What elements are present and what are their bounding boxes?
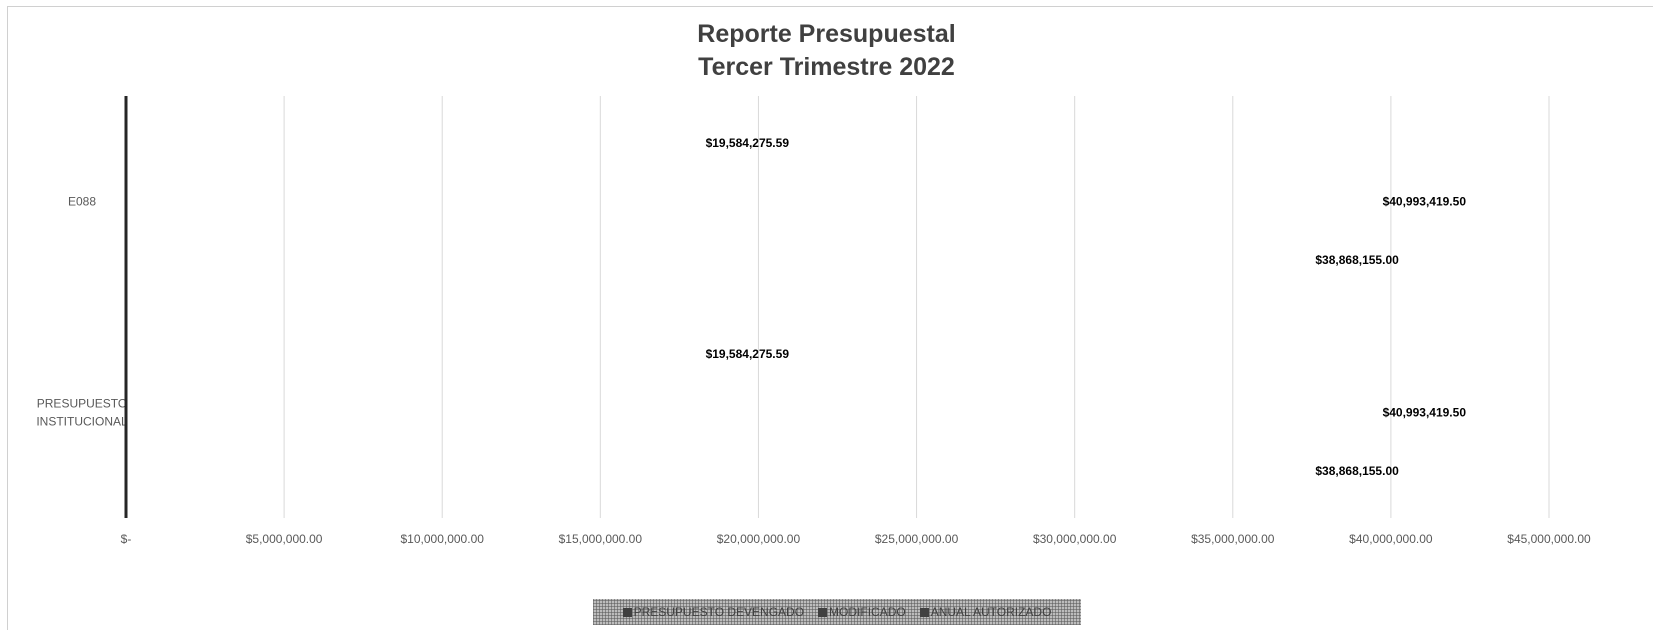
category-label: INSTITUCIONAL bbox=[36, 415, 128, 429]
x-tick-label: $35,000,000.00 bbox=[1191, 532, 1275, 546]
x-tick-label: $25,000,000.00 bbox=[875, 532, 959, 546]
legend-label: ANUAL AUTORIZADO bbox=[930, 605, 1052, 619]
legend-label: PRESUPUESTO DEVENGADO bbox=[633, 605, 805, 619]
chart-subtitle: Tercer Trimestre 2022 bbox=[698, 53, 955, 81]
data-label: $40,993,419.50 bbox=[1383, 406, 1467, 420]
data-label: $40,993,419.50 bbox=[1383, 195, 1467, 209]
x-tick-label: $5,000,000.00 bbox=[246, 532, 323, 546]
legend-item[interactable]: MODIFICADO bbox=[818, 605, 906, 619]
legend-item[interactable]: ANUAL AUTORIZADO bbox=[919, 605, 1052, 619]
legend-swatch-icon bbox=[818, 607, 828, 617]
bar bbox=[126, 412, 1422, 414]
x-tick-label: $15,000,000.00 bbox=[559, 532, 643, 546]
bar bbox=[126, 201, 1422, 203]
legend[interactable]: PRESUPUESTO DEVENGADO MODIFICADO ANUAL AUT… bbox=[593, 599, 1081, 625]
data-label: $19,584,275.59 bbox=[706, 136, 790, 150]
legend-swatch-icon bbox=[919, 607, 929, 617]
legend-item[interactable]: PRESUPUESTO DEVENGADO bbox=[622, 605, 805, 619]
legend-swatch-icon bbox=[622, 607, 632, 617]
x-tick-label: $30,000,000.00 bbox=[1033, 532, 1117, 546]
legend-label: MODIFICADO bbox=[829, 605, 906, 619]
chart-title-block: Reporte Presupuestal Tercer Trimestre 20… bbox=[0, 18, 1653, 84]
category-label: PRESUPUESTO bbox=[37, 397, 127, 411]
x-tick-label: $20,000,000.00 bbox=[717, 532, 801, 546]
data-label: $38,868,155.00 bbox=[1315, 464, 1399, 478]
x-tick-label: $10,000,000.00 bbox=[401, 532, 485, 546]
bar bbox=[126, 142, 745, 144]
x-tick-label: $45,000,000.00 bbox=[1507, 532, 1591, 546]
bar bbox=[126, 470, 1355, 472]
category-label: E088 bbox=[68, 195, 96, 209]
chart-frame bbox=[7, 6, 1653, 630]
bar bbox=[126, 259, 1355, 261]
x-tick-label: $- bbox=[121, 532, 132, 546]
data-label: $19,584,275.59 bbox=[706, 347, 790, 361]
bar bbox=[126, 353, 745, 355]
chart-title: Reporte Presupuestal bbox=[697, 20, 956, 48]
x-tick-label: $40,000,000.00 bbox=[1349, 532, 1433, 546]
data-label: $38,868,155.00 bbox=[1315, 253, 1399, 267]
